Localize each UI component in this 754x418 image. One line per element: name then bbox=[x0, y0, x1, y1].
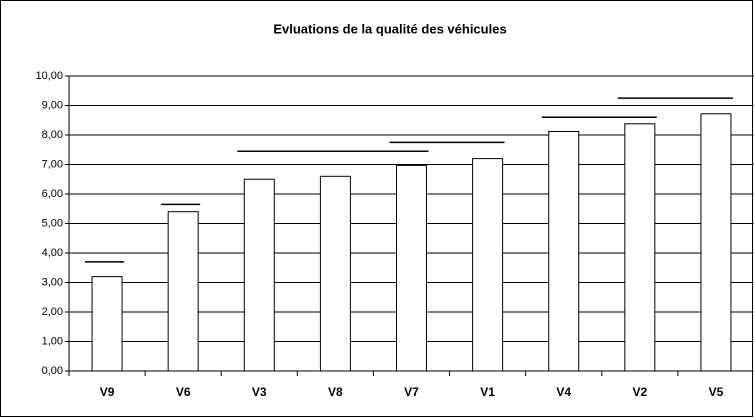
bar bbox=[396, 164, 427, 372]
bar bbox=[548, 130, 580, 372]
y-tick-label: 5,00 bbox=[42, 217, 63, 229]
y-tick-label: 6,00 bbox=[42, 188, 63, 200]
y-tick-label: 10,00 bbox=[35, 70, 63, 82]
bar bbox=[243, 178, 275, 372]
y-tick-label: 0,00 bbox=[42, 365, 63, 377]
x-tick-label: V5 bbox=[709, 385, 724, 399]
x-tick-label: V1 bbox=[480, 385, 495, 399]
x-tick-label: V7 bbox=[404, 385, 419, 399]
x-tick-label: V6 bbox=[176, 385, 191, 399]
bar bbox=[624, 123, 656, 372]
y-tick-label: 2,00 bbox=[42, 306, 63, 318]
y-tick-label: 3,00 bbox=[42, 276, 63, 288]
x-tick-label: V3 bbox=[252, 385, 267, 399]
chart-title: Evluations de la qualité des véhicules bbox=[273, 21, 506, 36]
y-tick-label: 1,00 bbox=[42, 335, 63, 347]
x-tick-label: V2 bbox=[632, 385, 647, 399]
x-tick-label: V9 bbox=[100, 385, 115, 399]
x-tick-label: V4 bbox=[556, 385, 571, 399]
bar bbox=[319, 175, 351, 372]
y-tick-label: 7,00 bbox=[42, 158, 63, 170]
bar bbox=[472, 158, 504, 372]
bar bbox=[91, 276, 123, 372]
bar bbox=[167, 211, 199, 372]
y-tick-label: 4,00 bbox=[42, 247, 63, 259]
y-tick-label: 8,00 bbox=[42, 129, 63, 141]
bar bbox=[700, 113, 732, 372]
y-tick-label: 9,00 bbox=[42, 99, 63, 111]
x-tick-label: V8 bbox=[328, 385, 343, 399]
